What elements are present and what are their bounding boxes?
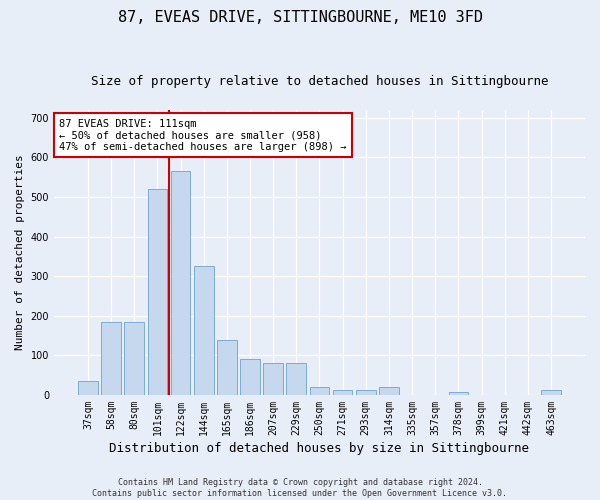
Bar: [101, 322, 121, 395]
Bar: [148, 189, 167, 395]
Bar: [356, 390, 376, 395]
Bar: [194, 266, 214, 395]
Bar: [379, 387, 399, 395]
Bar: [263, 364, 283, 395]
Bar: [124, 322, 144, 395]
Bar: [217, 340, 236, 395]
Title: Size of property relative to detached houses in Sittingbourne: Size of property relative to detached ho…: [91, 75, 548, 88]
Bar: [449, 392, 468, 395]
Y-axis label: Number of detached properties: Number of detached properties: [15, 154, 25, 350]
Bar: [333, 390, 352, 395]
Bar: [541, 390, 561, 395]
Bar: [78, 381, 98, 395]
Bar: [170, 172, 190, 395]
Bar: [310, 387, 329, 395]
Text: Contains HM Land Registry data © Crown copyright and database right 2024.
Contai: Contains HM Land Registry data © Crown c…: [92, 478, 508, 498]
Text: 87 EVEAS DRIVE: 111sqm
← 50% of detached houses are smaller (958)
47% of semi-de: 87 EVEAS DRIVE: 111sqm ← 50% of detached…: [59, 118, 347, 152]
Bar: [286, 364, 306, 395]
X-axis label: Distribution of detached houses by size in Sittingbourne: Distribution of detached houses by size …: [109, 442, 529, 455]
Bar: [240, 360, 260, 395]
Text: 87, EVEAS DRIVE, SITTINGBOURNE, ME10 3FD: 87, EVEAS DRIVE, SITTINGBOURNE, ME10 3FD: [118, 10, 482, 25]
